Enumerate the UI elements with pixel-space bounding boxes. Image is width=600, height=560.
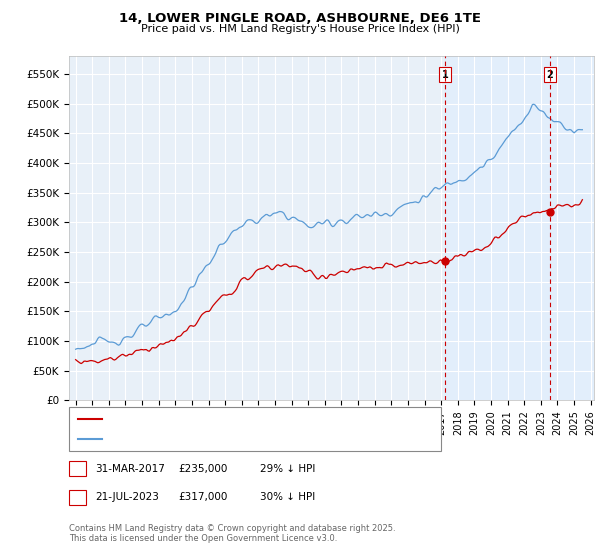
Text: £317,000: £317,000 — [179, 492, 228, 502]
Text: 21-JUL-2023: 21-JUL-2023 — [95, 492, 158, 502]
Text: Price paid vs. HM Land Registry's House Price Index (HPI): Price paid vs. HM Land Registry's House … — [140, 24, 460, 34]
Text: 1: 1 — [74, 464, 81, 474]
Bar — [445, 56, 594, 400]
Text: 1: 1 — [442, 70, 449, 80]
Text: 30% ↓ HPI: 30% ↓ HPI — [260, 492, 315, 502]
Text: 2: 2 — [547, 70, 553, 80]
Text: £235,000: £235,000 — [179, 464, 228, 474]
Text: HPI: Average price, detached house, Derbyshire Dales: HPI: Average price, detached house, Derb… — [106, 433, 371, 444]
Text: 31-MAR-2017: 31-MAR-2017 — [95, 464, 164, 474]
Text: 29% ↓ HPI: 29% ↓ HPI — [260, 464, 315, 474]
Text: Contains HM Land Registry data © Crown copyright and database right 2025.
This d: Contains HM Land Registry data © Crown c… — [69, 524, 395, 543]
Text: 14, LOWER PINGLE ROAD, ASHBOURNE, DE6 1TE (detached house): 14, LOWER PINGLE ROAD, ASHBOURNE, DE6 1T… — [106, 414, 435, 424]
Text: 2: 2 — [74, 492, 81, 502]
Text: 14, LOWER PINGLE ROAD, ASHBOURNE, DE6 1TE: 14, LOWER PINGLE ROAD, ASHBOURNE, DE6 1T… — [119, 12, 481, 25]
